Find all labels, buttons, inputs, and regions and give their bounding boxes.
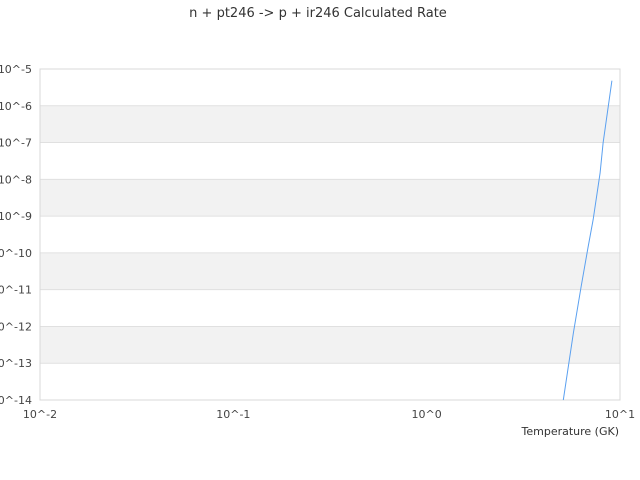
grid-band bbox=[40, 252, 620, 290]
y-tick-label: 10^-13 bbox=[0, 357, 32, 370]
y-tick-label: 10^-5 bbox=[0, 63, 32, 76]
rate-series-line bbox=[562, 80, 613, 401]
y-tick-label: 10^-10 bbox=[0, 247, 32, 260]
plot-frame bbox=[39, 68, 621, 401]
x-axis-label: Temperature (GK) bbox=[521, 425, 620, 438]
x-tick-label: 10^-2 bbox=[23, 408, 57, 421]
grid-band bbox=[40, 179, 620, 217]
y-tick-label: 10^-14 bbox=[0, 394, 32, 407]
y-tick-label: 10^-12 bbox=[0, 320, 32, 333]
y-tick-label: 10^-7 bbox=[0, 137, 32, 150]
y-tick-label: 10^-8 bbox=[0, 173, 32, 186]
x-tick-label: 10^1 bbox=[605, 408, 635, 421]
grid-band bbox=[40, 105, 620, 143]
x-tick-label: 10^0 bbox=[412, 408, 442, 421]
y-tick-label: 10^-6 bbox=[0, 100, 32, 113]
x-tick-label: 10^-1 bbox=[216, 408, 250, 421]
grid-band bbox=[40, 326, 620, 364]
y-tick-label: 10^-9 bbox=[0, 210, 32, 223]
chart-title: n + pt246 -> p + ir246 Calculated Rate bbox=[189, 6, 447, 21]
y-tick-label: 10^-11 bbox=[0, 284, 32, 297]
